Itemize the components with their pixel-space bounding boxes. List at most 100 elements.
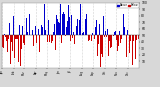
- Bar: [76, 26, 77, 35]
- Bar: [35, 26, 36, 35]
- Bar: [68, 5, 69, 35]
- Bar: [15, 35, 16, 39]
- Bar: [94, 35, 95, 39]
- Bar: [113, 35, 114, 36]
- Bar: [133, 35, 134, 41]
- Bar: [54, 24, 55, 35]
- Bar: [21, 35, 22, 50]
- Bar: [23, 35, 24, 43]
- Bar: [46, 13, 47, 35]
- Bar: [83, 32, 84, 35]
- Bar: [56, 15, 57, 35]
- Bar: [60, 4, 61, 35]
- Bar: [88, 35, 89, 41]
- Bar: [121, 35, 122, 39]
- Bar: [53, 32, 54, 35]
- Bar: [82, 33, 83, 35]
- Bar: [117, 35, 118, 51]
- Bar: [42, 27, 43, 35]
- Bar: [130, 35, 131, 41]
- Bar: [25, 35, 26, 55]
- Bar: [13, 16, 14, 35]
- Bar: [77, 19, 78, 35]
- Bar: [48, 20, 49, 35]
- Bar: [138, 35, 139, 39]
- Bar: [127, 30, 128, 35]
- Bar: [131, 35, 132, 52]
- Bar: [110, 35, 111, 48]
- Bar: [84, 4, 85, 35]
- Bar: [128, 35, 129, 49]
- Bar: [6, 35, 7, 41]
- Bar: [73, 32, 74, 35]
- Bar: [55, 35, 56, 50]
- Bar: [97, 35, 98, 56]
- Bar: [89, 35, 90, 40]
- Bar: [17, 35, 18, 39]
- Bar: [69, 17, 70, 35]
- Bar: [74, 35, 75, 44]
- Bar: [71, 15, 72, 35]
- Bar: [70, 35, 71, 41]
- Bar: [18, 35, 19, 62]
- Bar: [28, 15, 29, 35]
- Bar: [43, 35, 44, 58]
- Bar: [41, 25, 42, 35]
- Bar: [36, 35, 37, 43]
- Bar: [90, 22, 91, 35]
- Bar: [62, 14, 63, 35]
- Bar: [79, 20, 80, 35]
- Bar: [39, 35, 40, 52]
- Bar: [31, 34, 32, 35]
- Bar: [59, 23, 60, 35]
- Bar: [99, 23, 100, 35]
- Bar: [27, 32, 28, 35]
- Bar: [9, 23, 10, 35]
- Bar: [95, 27, 96, 35]
- Bar: [96, 4, 97, 35]
- Bar: [124, 27, 125, 35]
- Bar: [12, 35, 13, 52]
- Bar: [2, 35, 3, 47]
- Bar: [4, 33, 5, 35]
- Bar: [85, 19, 86, 35]
- Bar: [102, 35, 103, 57]
- Bar: [92, 33, 93, 35]
- Bar: [126, 35, 127, 57]
- Bar: [38, 29, 39, 35]
- Bar: [86, 14, 87, 35]
- Bar: [3, 35, 4, 48]
- Bar: [115, 31, 116, 35]
- Bar: [136, 35, 137, 40]
- Bar: [10, 35, 11, 64]
- Bar: [40, 35, 41, 43]
- Bar: [75, 21, 76, 35]
- Bar: [11, 35, 12, 42]
- Bar: [45, 30, 46, 35]
- Bar: [123, 14, 124, 35]
- Bar: [47, 35, 48, 42]
- Bar: [14, 35, 15, 58]
- Bar: [111, 35, 112, 47]
- Bar: [24, 35, 25, 45]
- Bar: [80, 4, 81, 35]
- Bar: [61, 35, 62, 43]
- Bar: [104, 35, 105, 37]
- Bar: [87, 35, 88, 45]
- Bar: [29, 14, 30, 35]
- Bar: [26, 18, 27, 35]
- Bar: [116, 35, 117, 40]
- Legend: Above, Below: Above, Below: [117, 3, 139, 8]
- Bar: [33, 35, 34, 46]
- Bar: [118, 35, 119, 46]
- Bar: [16, 35, 17, 39]
- Bar: [100, 35, 101, 67]
- Bar: [91, 35, 92, 41]
- Bar: [32, 30, 33, 35]
- Bar: [72, 35, 73, 38]
- Bar: [44, 4, 45, 35]
- Bar: [109, 35, 110, 41]
- Bar: [105, 31, 106, 35]
- Bar: [129, 35, 130, 53]
- Bar: [58, 23, 59, 35]
